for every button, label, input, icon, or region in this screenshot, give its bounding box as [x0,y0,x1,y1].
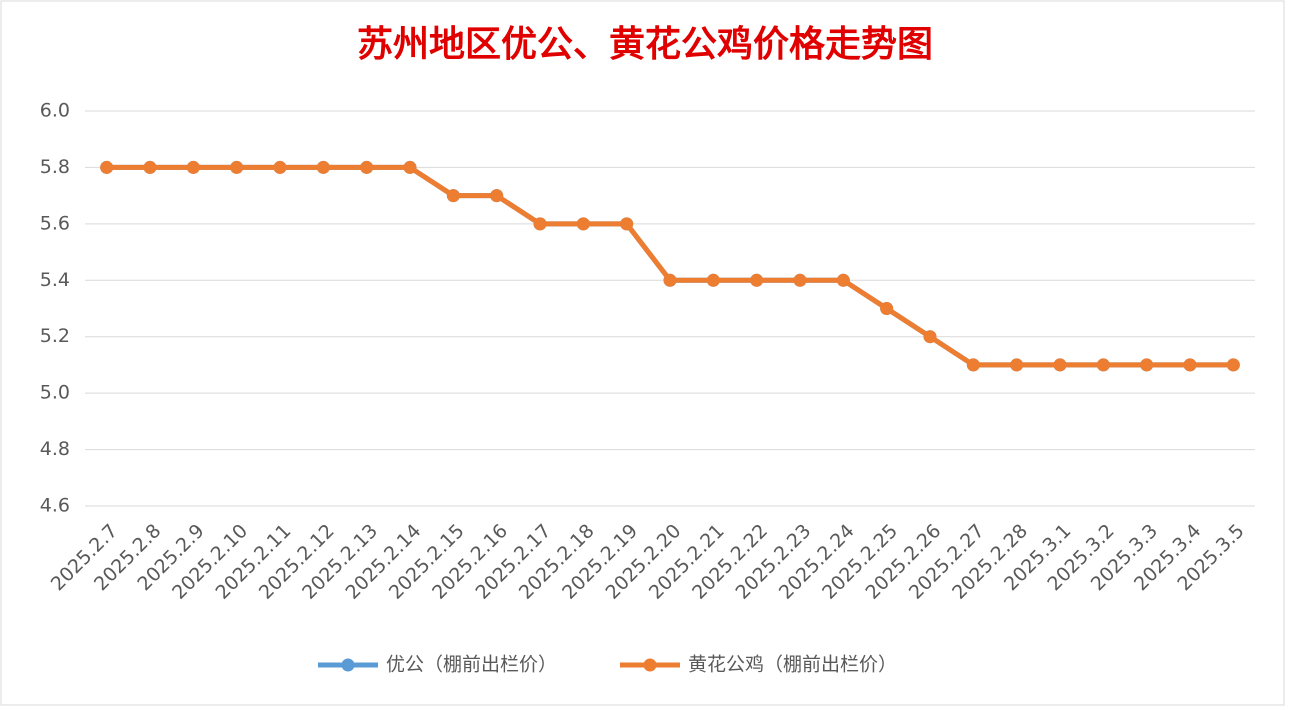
point-marker [360,160,374,174]
y-tick-label: 5.6 [40,212,70,234]
point-marker [750,273,764,287]
point-marker [316,160,330,174]
y-tick-label: 5.0 [40,382,70,404]
point-marker [446,189,460,203]
y-tick-label: 5.2 [40,325,70,347]
point-marker [100,160,114,174]
point-marker [1010,358,1024,372]
y-tick-label: 5.8 [40,156,70,178]
point-marker [923,330,937,344]
y-tick-label: 4.6 [40,495,70,517]
point-marker [880,302,894,315]
point-marker [533,217,547,231]
chart-title: 苏州地区优公、黄花公鸡价格走势图 [357,23,933,65]
point-marker [143,160,157,174]
y-tick-label: 4.8 [40,438,70,460]
point-marker [1096,358,1110,372]
point-marker [230,160,244,174]
point-marker [1183,358,1197,372]
y-tick-label: 5.4 [40,269,70,291]
point-marker [793,273,807,287]
legend-marker [643,658,657,672]
point-marker [1226,358,1240,372]
legend-label: 优公（棚前出栏价） [386,654,557,676]
point-marker [186,160,200,174]
point-marker [663,273,677,287]
point-marker [490,189,504,203]
point-marker [966,358,980,372]
point-marker [706,273,720,287]
point-marker [403,160,417,174]
legend-label: 黄花公鸡（棚前出栏价） [688,654,897,676]
y-tick-label: 6.0 [40,100,70,122]
point-marker [273,160,287,174]
point-marker [836,273,850,287]
point-marker [1140,358,1154,372]
point-marker [620,217,634,231]
legend-marker [341,658,355,672]
point-marker [576,217,590,231]
point-marker [1053,358,1067,372]
